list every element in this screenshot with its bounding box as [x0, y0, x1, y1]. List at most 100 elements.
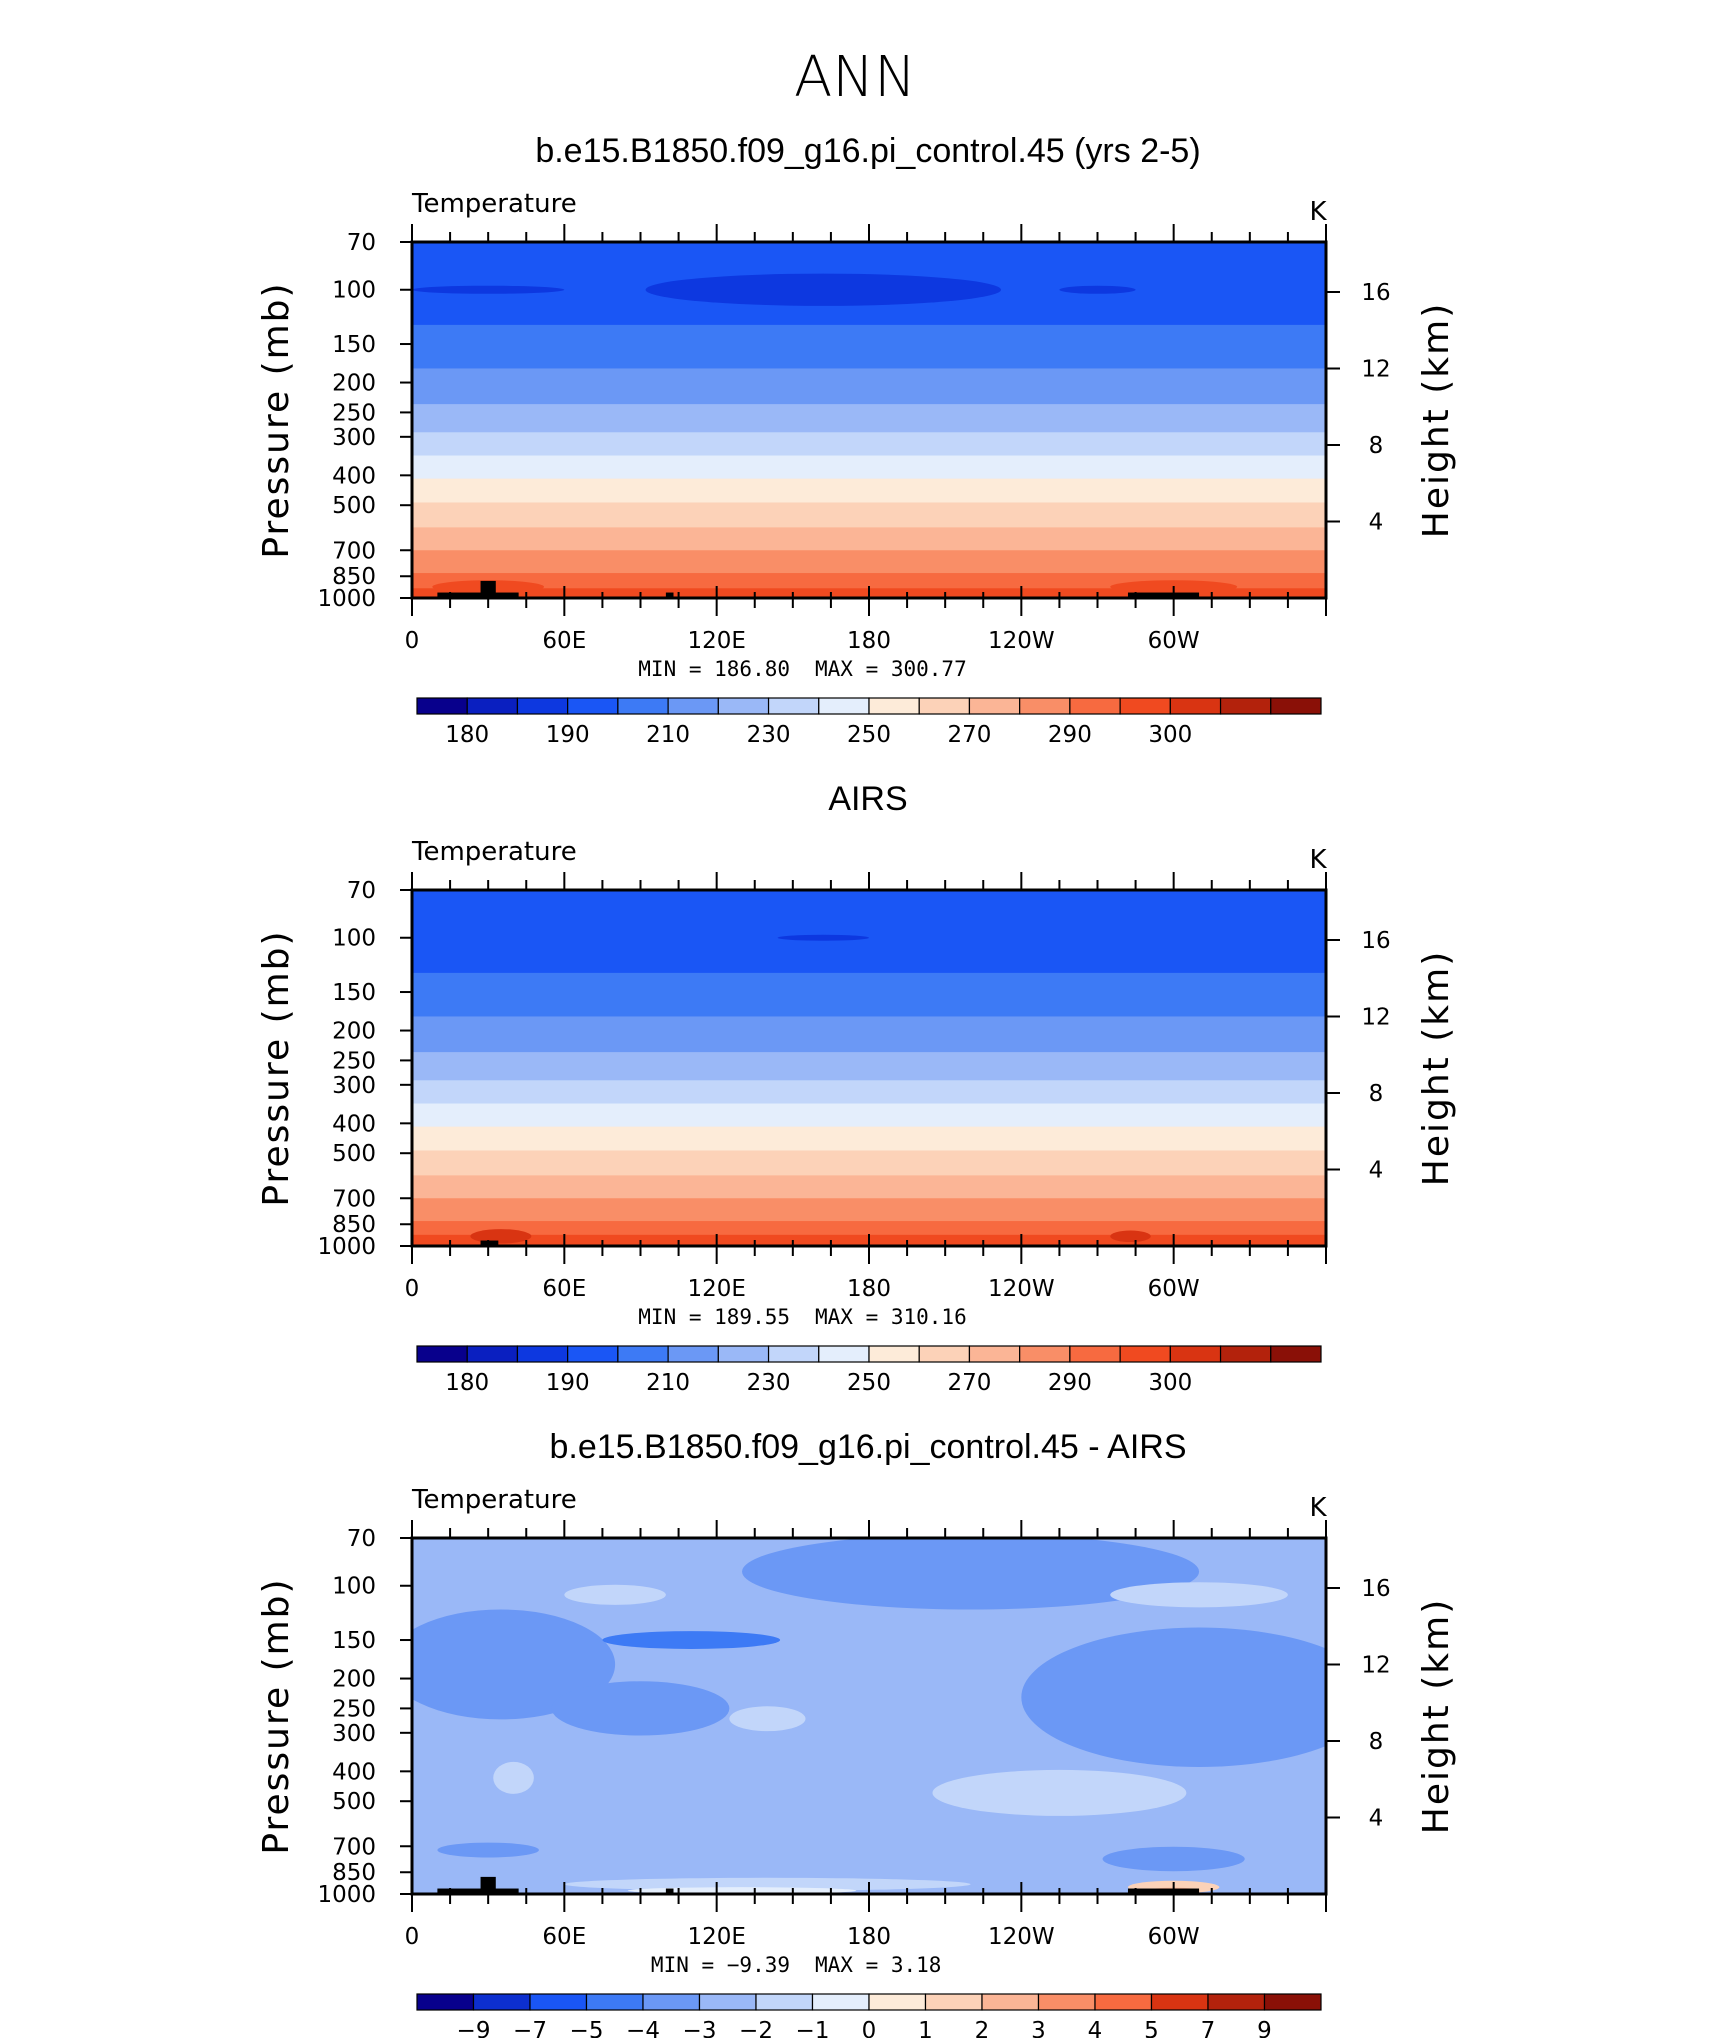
colorbar-label: −9 [457, 2018, 491, 2038]
contour-band [412, 890, 1326, 974]
lon-tick-label: 120E [687, 628, 745, 654]
colorbar-swatch [1150, 1993, 1209, 2011]
colorbar-swatch [811, 1993, 870, 2011]
contour-band [412, 1175, 1326, 1199]
colorbar-label: 190 [546, 1370, 590, 1396]
min-label: MIN = 186.80 [638, 657, 790, 681]
colorbar-label: 270 [947, 722, 991, 748]
contour-band [412, 478, 1326, 504]
height-tick-label: 8 [1369, 1081, 1384, 1107]
colorbar-swatch [585, 1993, 644, 2011]
lon-tick-label: 60W [1148, 1276, 1200, 1302]
colorbar-label: −7 [513, 2018, 547, 2038]
max-label: MAX = 300.77 [815, 657, 967, 681]
topography-block [480, 1876, 496, 1894]
colorbar-label: 5 [1144, 2018, 1159, 2038]
colorbar-label: 300 [1148, 722, 1192, 748]
colorbar-swatch [416, 697, 468, 715]
pressure-tick-label: 1000 [317, 586, 376, 612]
contour-region [412, 1609, 616, 1720]
colorbar-swatch [1069, 697, 1121, 715]
colorbar-swatch [466, 1345, 519, 1363]
colorbar-swatch [516, 1345, 569, 1363]
colorbar-swatch [1037, 1993, 1096, 2011]
colorbar-label: −5 [570, 2018, 604, 2038]
colorbar-swatch [617, 697, 669, 715]
colorbar-swatch [818, 1345, 870, 1363]
pressure-tick-label: 400 [332, 463, 376, 489]
colorbar-swatch [918, 697, 971, 715]
colorbar-label: −3 [683, 2018, 717, 2038]
contour-region [493, 1761, 534, 1794]
pressure-tick-label: 200 [332, 1019, 376, 1045]
colorbar-swatch [868, 1993, 927, 2011]
pressure-tick-label: 100 [332, 278, 376, 304]
colorbar-label: 210 [646, 1370, 690, 1396]
lon-tick-label: 60E [542, 1276, 586, 1302]
colorbar-label: 250 [847, 1370, 891, 1396]
contour-band [412, 527, 1326, 551]
colorbar-swatch [717, 697, 770, 715]
pressure-tick-label: 850 [332, 564, 376, 590]
pressure-tick-label: 200 [332, 371, 376, 397]
colorbar-swatch [924, 1993, 983, 2011]
contour-field [412, 242, 1326, 598]
colorbar-label: 190 [546, 722, 590, 748]
min-label: MIN = −9.39 [651, 1953, 790, 1977]
pressure-tick-label: 850 [332, 1212, 376, 1238]
colorbar-swatch [818, 697, 870, 715]
y-axis-title: Pressure (mb) [256, 929, 297, 1206]
pressure-tick-label: 150 [332, 332, 376, 358]
colorbar-label: −1 [796, 2018, 830, 2038]
topography-mask [437, 1876, 1200, 1894]
height-tick-label: 16 [1361, 280, 1390, 306]
topography-block [1127, 592, 1200, 598]
topography-block [437, 592, 519, 598]
contour-region [645, 273, 1002, 306]
pressure-tick-label: 400 [332, 1111, 376, 1137]
colorbar-swatch [567, 697, 619, 715]
colorbar-swatch [868, 697, 920, 715]
colorbar-label: 1 [918, 2018, 933, 2038]
topography-block [665, 592, 674, 598]
height-tick-label: 12 [1361, 357, 1390, 383]
height-tick-label: 4 [1369, 1158, 1384, 1184]
figure-title: ANN [794, 45, 916, 110]
colorbar-swatch [1263, 1993, 1322, 2011]
colorbar-swatch [698, 1993, 757, 2011]
colorbar-swatch [1119, 697, 1171, 715]
contour-region [602, 1631, 781, 1649]
colorbar-swatch [642, 1993, 701, 2011]
pressure-tick-label: 500 [332, 1141, 376, 1167]
colorbar-swatch [767, 697, 820, 715]
contour-region [742, 1538, 1199, 1610]
lon-tick-label: 60E [542, 1924, 586, 1950]
pressure-tick-label: 300 [332, 1721, 376, 1747]
colorbar-swatch [1219, 1345, 1272, 1363]
colorbar-swatch [968, 697, 1021, 715]
colorbar-label: 180 [445, 722, 489, 748]
pressure-tick-label: 700 [332, 1186, 376, 1212]
pressure-tick-label: 250 [332, 1048, 376, 1074]
height-tick-label: 4 [1369, 510, 1384, 536]
panel-title: b.e15.B1850.f09_g16.pi_control.45 (yrs 2… [535, 132, 1200, 170]
height-tick-label: 16 [1361, 928, 1390, 954]
contour-band [412, 324, 1326, 370]
lon-tick-label: 0 [405, 1276, 420, 1302]
height-tick-label: 4 [1369, 1806, 1384, 1832]
height-tick-label: 16 [1361, 1576, 1390, 1602]
contour-band [412, 1150, 1326, 1176]
lon-tick-label: 60E [542, 628, 586, 654]
colorbar-label: 250 [847, 722, 891, 748]
contour-band [412, 1221, 1326, 1236]
topography-block [480, 1240, 499, 1246]
contour-region [564, 1584, 666, 1605]
contour-band [412, 1080, 1326, 1105]
colorbar-label: −2 [739, 2018, 773, 2038]
pressure-tick-label: 100 [332, 926, 376, 952]
colorbar-swatch [472, 1993, 531, 2011]
contour-band [412, 432, 1326, 457]
colorbar: 180 190 210 230 250 270 290 300 [416, 697, 1322, 748]
contour-region [1102, 1846, 1245, 1872]
colorbar-swatch [868, 1345, 920, 1363]
